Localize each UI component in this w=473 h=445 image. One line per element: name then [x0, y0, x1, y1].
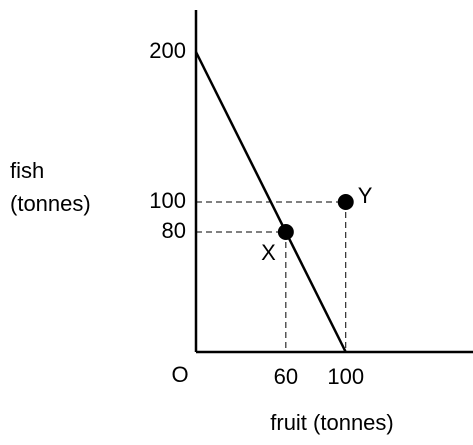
y-axis-label: (tonnes): [10, 191, 91, 216]
point-label: Y: [358, 183, 373, 208]
point-label: X: [261, 240, 276, 265]
y-tick-label: 80: [162, 218, 186, 243]
x-tick-label: 100: [327, 364, 364, 389]
y-axis-label: fish: [10, 158, 44, 183]
point: [277, 224, 294, 240]
point: [337, 194, 354, 210]
y-tick-label: 200: [149, 38, 186, 63]
origin-label: O: [171, 362, 188, 387]
x-axis-label: fruit (tonnes): [270, 410, 394, 435]
ppf-line: [194, 51, 347, 353]
y-tick-label: 100: [149, 188, 186, 213]
x-tick-label: 60: [274, 364, 298, 389]
